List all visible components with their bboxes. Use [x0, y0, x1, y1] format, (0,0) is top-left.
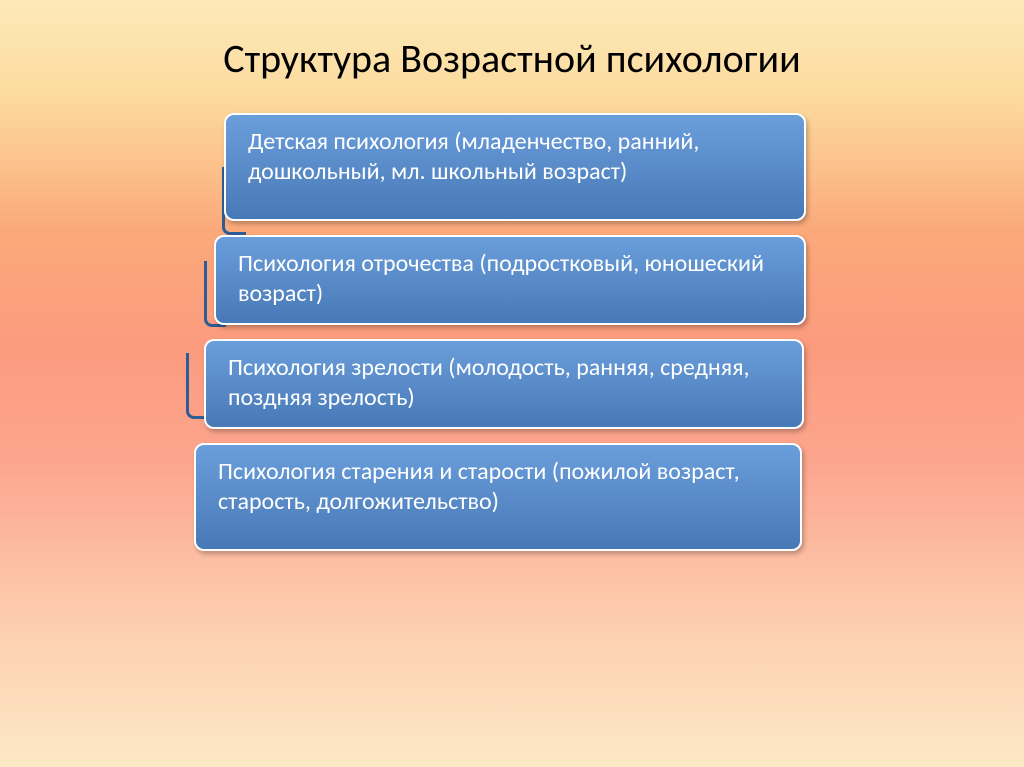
slide-title: Структура Возрастной психологии: [0, 0, 1024, 113]
box-child-text: Детская психология (младенчество, ранний…: [248, 127, 699, 186]
box-aging: Психология старения и старости (пожилой …: [194, 443, 802, 551]
box-adolescence-text: Психология отрочества (подростковый, юно…: [238, 249, 764, 308]
box-maturity: Психология зрелости (молодость, ранняя, …: [204, 339, 804, 429]
box-child: Детская психология (младенчество, ранний…: [224, 113, 806, 221]
box-aging-text: Психология старения и старости (пожилой …: [218, 457, 740, 516]
box-adolescence: Психология отрочества (подростковый, юно…: [214, 235, 806, 325]
box-stack: Детская психология (младенчество, ранний…: [202, 113, 806, 551]
box-maturity-text: Психология зрелости (молодость, ранняя, …: [228, 353, 749, 412]
bracket-3: [186, 353, 206, 419]
